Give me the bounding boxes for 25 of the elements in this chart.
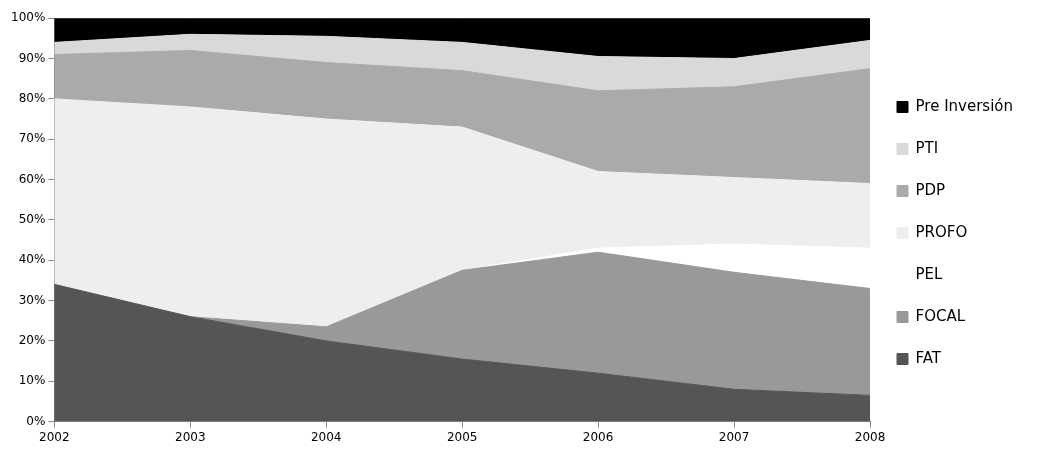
legend-label: PROFO	[915, 222, 968, 241]
y-tick-label: 10%	[18, 373, 46, 388]
y-tick-label: 80%	[18, 91, 46, 105]
y-tick-label: 90%	[18, 50, 46, 65]
legend-label: FAT	[915, 348, 942, 367]
x-tick-label: 2005	[446, 429, 478, 444]
x-tick-label: 2007	[718, 429, 750, 444]
y-tick-label: 20%	[18, 333, 46, 348]
legend-label: Pre Inversión	[915, 96, 1014, 115]
y-tick-label: 60%	[18, 171, 46, 186]
y-tick-label: 0%	[26, 413, 46, 428]
y-tick-label: 100%	[10, 10, 46, 25]
x-tick-label: 2006	[582, 429, 614, 444]
x-tick-label: 2003	[174, 429, 206, 444]
y-tick-label: 70%	[18, 131, 46, 146]
y-tick-label: 40%	[18, 252, 46, 267]
x-tick-label: 2002	[39, 429, 70, 444]
y-tick-label: 50%	[18, 212, 46, 227]
legend-label: PTI	[915, 138, 939, 157]
legend-label: FOCAL	[915, 306, 966, 325]
y-tick-label: 30%	[18, 292, 46, 307]
text: PEL	[915, 264, 944, 283]
legend-label: PDP	[915, 180, 946, 199]
x-tick-label: 2008	[854, 429, 886, 444]
x-tick-label: 2004	[310, 429, 342, 444]
